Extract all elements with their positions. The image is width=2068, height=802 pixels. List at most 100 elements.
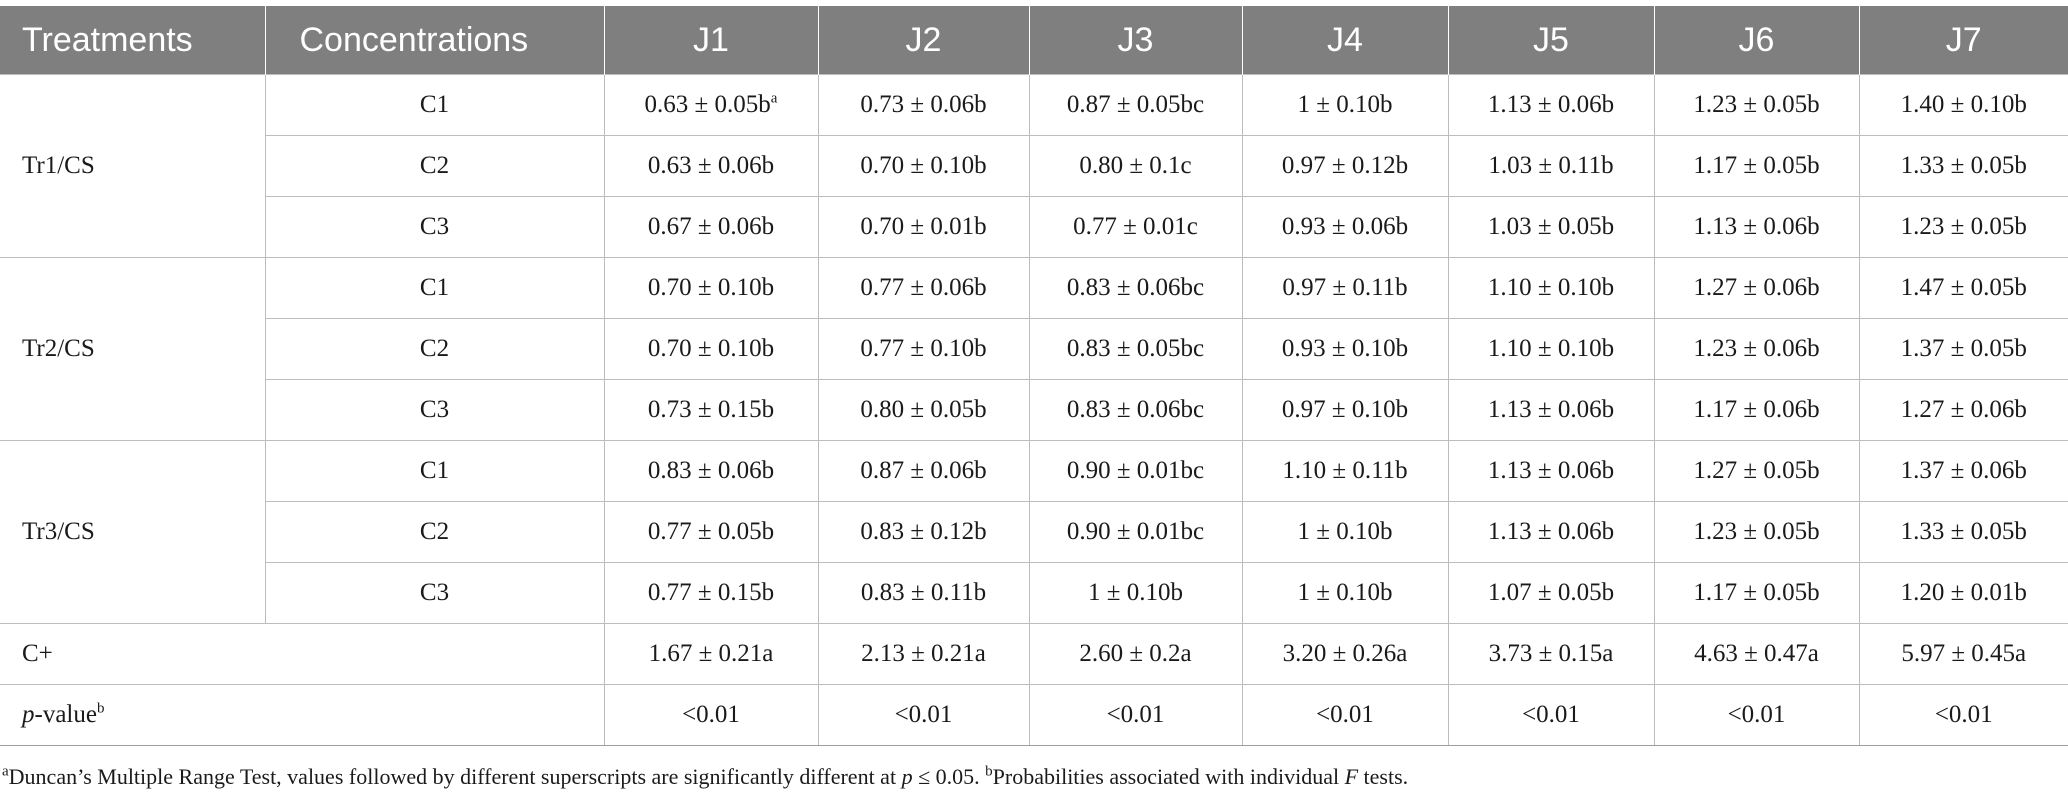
value-cell: 1.23 ± 0.05b: [1653, 74, 1860, 136]
value-cell: 0.73 ± 0.06b: [817, 74, 1030, 136]
concentration-cell: C1: [264, 440, 605, 502]
value-cell: 1.03 ± 0.11b: [1447, 135, 1655, 197]
footnote-a-marker: a: [2, 763, 9, 780]
value-cell: 1.47 ± 0.05b: [1858, 257, 2068, 319]
value-text: 1.03 ± 0.05b: [1487, 213, 1615, 240]
value-cell: 1.27 ± 0.06b: [1858, 379, 2068, 441]
value-text: 0.80 ± 0.05b: [860, 396, 987, 423]
value-text: 1.10 ± 0.10b: [1487, 335, 1615, 362]
value-text: 1.13 ± 0.06b: [1693, 213, 1820, 240]
value-text: 0.77 ± 0.06b: [860, 274, 987, 301]
value-text: 1.13 ± 0.06b: [1487, 91, 1615, 118]
control-value-cell: 2.13 ± 0.21a: [817, 623, 1030, 685]
pvalue-label: p-valueb: [0, 684, 605, 746]
value-text: 0.83 ± 0.05bc: [1066, 335, 1205, 362]
value-cell: 0.90 ± 0.01bc: [1028, 440, 1243, 502]
value-text: 1 ± 0.10b: [1297, 518, 1393, 545]
value-text: 0.63 ± 0.06b: [647, 152, 775, 179]
value-cell: 1.07 ± 0.05b: [1447, 562, 1655, 624]
value-text: 0.70 ± 0.10b: [647, 335, 775, 362]
value-cell: 0.63 ± 0.05ba: [603, 74, 819, 136]
value-text: 0.83 ± 0.11b: [860, 579, 987, 606]
value-cell: 0.77 ± 0.05b: [603, 501, 819, 563]
pvalue-cell: <0.01: [603, 684, 819, 746]
pvalue-label-sup: b: [96, 700, 105, 717]
treatment-cell: Tr1/CS: [0, 74, 266, 258]
value-text: 0.90 ± 0.01bc: [1066, 518, 1205, 545]
value-cell: 0.90 ± 0.01bc: [1028, 501, 1243, 563]
value-cell: 1.10 ± 0.11b: [1241, 440, 1449, 502]
table-row: C3 0.67 ± 0.06b 0.70 ± 0.01b 0.77 ± 0.01c 0.…: [0, 196, 2068, 258]
concentration-cell: C3: [265, 562, 605, 624]
value-cell: 1.37 ± 0.05b: [1858, 318, 2068, 380]
header-j3: J3: [1029, 6, 1243, 75]
concentration-cell: C3: [265, 196, 605, 258]
value-cell: 0.80 ± 0.05b: [817, 379, 1030, 441]
value-text: 0.83 ± 0.06bc: [1066, 396, 1205, 423]
table-body: Tr1/CS C1 0.63 ± 0.05ba 0.73 ± 0.06b 0.87 ± …: [0, 74, 2068, 746]
value-text: 0.70 ± 0.10b: [647, 274, 775, 301]
value-cell: 1.10 ± 0.10b: [1447, 257, 1655, 319]
value-text: 1.10 ± 0.11b: [1282, 457, 1408, 484]
value-text: 1.33 ± 0.05b: [1900, 518, 2027, 545]
table-row: Tr1/CS C1 0.63 ± 0.05ba 0.73 ± 0.06b 0.87 ± …: [0, 74, 2068, 258]
treatment-cell: Tr3/CS: [0, 440, 266, 624]
value-text: 1 ± 0.10b: [1297, 91, 1393, 118]
control-value-cell: 2.60 ± 0.2a: [1028, 623, 1243, 685]
value-text: 1.20 ± 0.01b: [1900, 579, 2027, 606]
value-text: 0.77 ± 0.05b: [647, 518, 775, 545]
value-cell: 1.33 ± 0.05b: [1858, 501, 2068, 563]
value-text: 0.73 ± 0.06b: [860, 91, 987, 118]
value-text: 0.97 ± 0.12b: [1281, 152, 1409, 179]
control-value-cell: 1.67 ± 0.21a: [603, 623, 819, 685]
value-cell: 1.23 ± 0.05b: [1653, 501, 1860, 563]
header-j4: J4: [1242, 6, 1449, 75]
value-cell: 0.77 ± 0.06b: [817, 257, 1030, 319]
treatment-cell: Tr2/CS: [0, 257, 266, 441]
value-cell: 1.13 ± 0.06b: [1653, 196, 1860, 258]
value-cell: 1.17 ± 0.06b: [1653, 379, 1860, 441]
value-text: 0.83 ± 0.12b: [860, 518, 987, 545]
pvalue-cell: <0.01: [1858, 684, 2068, 746]
pvalue-label-rest: -value: [34, 701, 97, 728]
header-j6: J6: [1654, 6, 1860, 75]
concentration-cell: C2: [265, 501, 605, 563]
value-text: 1.17 ± 0.05b: [1693, 152, 1820, 179]
value-text: 1.33 ± 0.05b: [1900, 152, 2027, 179]
value-cell: 0.97 ± 0.10b: [1241, 379, 1449, 441]
value-text: 1.37 ± 0.05b: [1900, 335, 2027, 362]
pvalue-cell: <0.01: [817, 684, 1030, 746]
value-text: 1.27 ± 0.06b: [1900, 396, 2027, 423]
value-text: 0.77 ± 0.10b: [860, 335, 987, 362]
header-j7: J7: [1859, 6, 2068, 75]
value-cell: 1.23 ± 0.05b: [1858, 196, 2068, 258]
value-cell: 0.97 ± 0.11b: [1241, 257, 1449, 319]
table-row: C3 0.73 ± 0.15b 0.80 ± 0.05b 0.83 ± 0.06bc 0…: [0, 379, 2068, 441]
value-cell: 0.70 ± 0.01b: [817, 196, 1030, 258]
value-cell: 1.17 ± 0.05b: [1653, 135, 1860, 197]
value-text: 1.40 ± 0.10b: [1900, 91, 2027, 118]
concentration-cell: C3: [265, 379, 605, 441]
value-text: 0.63 ± 0.05b: [644, 91, 771, 118]
value-text: 0.70 ± 0.10b: [860, 152, 987, 179]
concentration-cell: C1: [264, 74, 605, 136]
value-text: 1.13 ± 0.06b: [1487, 396, 1615, 423]
value-cell: 1.13 ± 0.06b: [1447, 440, 1655, 502]
value-cell: 1.33 ± 0.05b: [1858, 135, 2068, 197]
value-cell: 1.40 ± 0.10b: [1858, 74, 2068, 136]
value-text: 0.77 ± 0.01c: [1073, 213, 1198, 240]
value-cell: 1.37 ± 0.06b: [1858, 440, 2068, 502]
value-cell: 1.13 ± 0.06b: [1447, 379, 1655, 441]
table-row: C2 0.70 ± 0.10b 0.77 ± 0.10b 0.83 ± 0.05bc 0…: [0, 318, 2068, 380]
value-cell: 1.13 ± 0.06b: [1447, 501, 1655, 563]
pvalue-cell: <0.01: [1241, 684, 1449, 746]
header-row: Treatments Concentrations J1 J2 J3 J4 J5…: [0, 6, 2068, 75]
pvalue-cell: <0.01: [1447, 684, 1655, 746]
value-text: 1.27 ± 0.06b: [1693, 274, 1820, 301]
value-cell: 1.27 ± 0.05b: [1653, 440, 1860, 502]
value-cell: 1.23 ± 0.06b: [1653, 318, 1860, 380]
value-text: 0.97 ± 0.11b: [1282, 274, 1408, 301]
value-superscript: a: [770, 90, 778, 107]
value-text: 0.93 ± 0.10b: [1281, 335, 1409, 362]
value-text: 1.23 ± 0.05b: [1693, 91, 1820, 118]
